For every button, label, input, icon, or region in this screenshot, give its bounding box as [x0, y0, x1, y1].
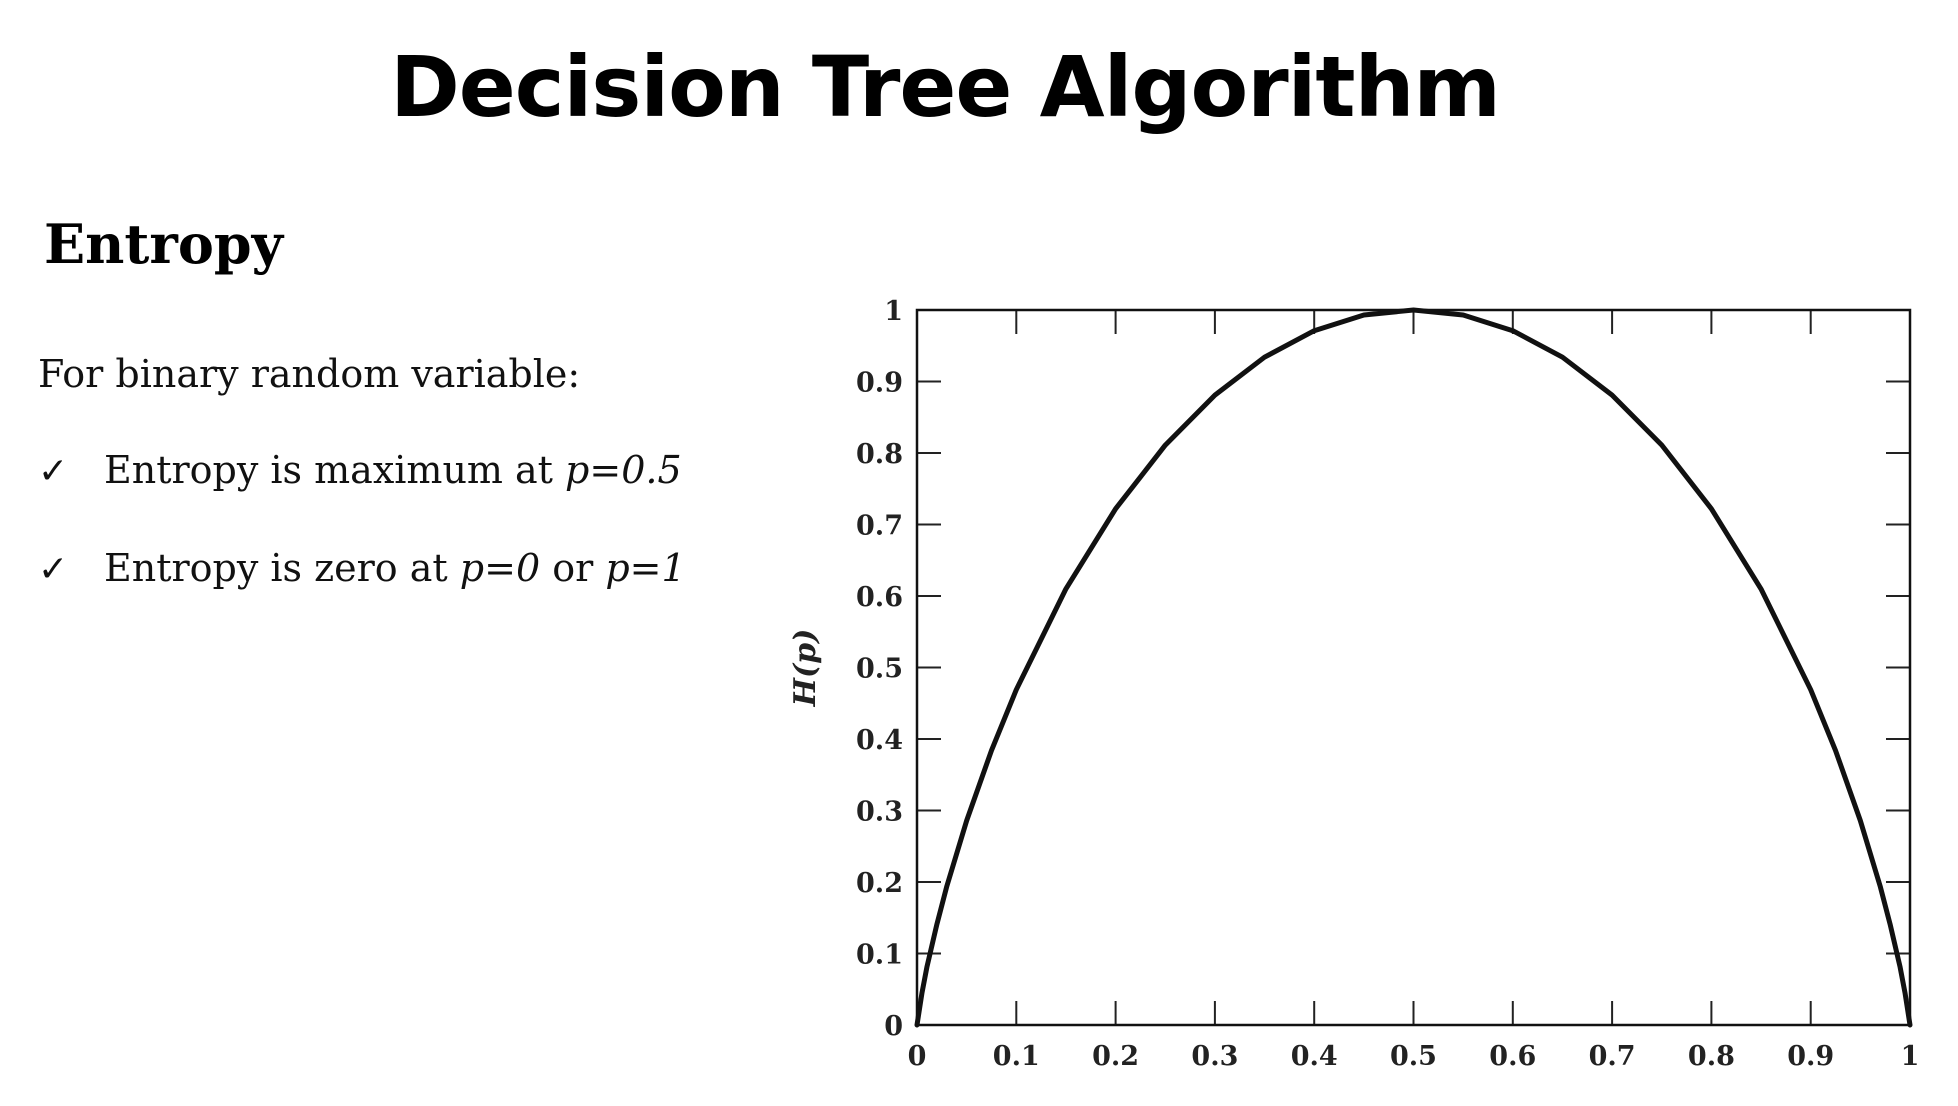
intro-text: For binary random variable: [38, 352, 581, 396]
bullet-text: Entropy is zero at p=0 or p=1 [104, 546, 686, 590]
entropy-curve [914, 307, 1913, 1028]
x-tick-label: 0.7 [1589, 1041, 1636, 1072]
x-tick-label: 1 [1901, 1041, 1920, 1072]
y-tick-label: 0.1 [856, 940, 903, 971]
x-tick-label: 0.8 [1688, 1041, 1735, 1072]
x-tick-label: 0.2 [1092, 1041, 1139, 1072]
bullet-item: ✓ Entropy is zero at p=0 or p=1 [38, 546, 686, 644]
y-tick-label: 0.4 [856, 725, 903, 756]
bullet-expression: p=0 [459, 546, 541, 590]
bullet-text-part: Entropy is maximum at [104, 448, 566, 492]
bullet-item: ✓ Entropy is maximum at p=0.5 [38, 448, 686, 546]
x-tick-label: 0.9 [1787, 1041, 1834, 1072]
y-tick-label: 1 [884, 296, 903, 327]
y-tick-label: 0.8 [856, 439, 903, 470]
y-tick-label: 0.2 [856, 868, 903, 899]
y-tick-label: 0.9 [856, 368, 903, 399]
y-tick-label: 0 [884, 1011, 903, 1042]
bullet-text-part: Entropy is zero at [104, 546, 460, 590]
tick-marks [917, 310, 1910, 1025]
entropy-chart: 0 0.1 0.2 0.3 0.4 0.5 0.6 0.7 0.8 0.9 1 0 0.1 0.2 0.3 0… [788, 296, 1919, 1072]
check-icon: ✓ [38, 451, 69, 492]
bullet-text-part: or [540, 546, 606, 590]
slide-title: Decision Tree Algorithm [390, 38, 1501, 136]
x-tick-label: 0.4 [1291, 1041, 1338, 1072]
bullet-expression: p=1 [605, 546, 686, 590]
x-tick-label: 0.5 [1390, 1041, 1437, 1072]
x-tick-label: 0.1 [993, 1041, 1040, 1072]
section-heading: Entropy [44, 212, 283, 276]
y-tick-label: 0.3 [856, 797, 903, 828]
x-tick-label: 0 [908, 1041, 927, 1072]
check-icon: ✓ [38, 549, 69, 590]
bullet-list: ✓ Entropy is maximum at p=0.5 ✓ Entropy … [38, 448, 686, 644]
y-tick-label: 0.6 [856, 582, 903, 613]
x-tick-label: 0.6 [1489, 1041, 1536, 1072]
y-tick-label: 0.5 [856, 654, 903, 685]
y-tick-label: 0.7 [856, 511, 903, 542]
bullet-text: Entropy is maximum at p=0.5 [104, 448, 682, 492]
y-axis-label: H(p) [788, 629, 823, 708]
plot-frame [915, 308, 1912, 1027]
bullet-expression: p=0.5 [565, 448, 682, 492]
x-tick-label: 0.3 [1191, 1041, 1238, 1072]
tick-labels: 0 0.1 0.2 0.3 0.4 0.5 0.6 0.7 0.8 0.9 1 0 0.1 0.2 0.3 0… [856, 296, 1919, 1072]
